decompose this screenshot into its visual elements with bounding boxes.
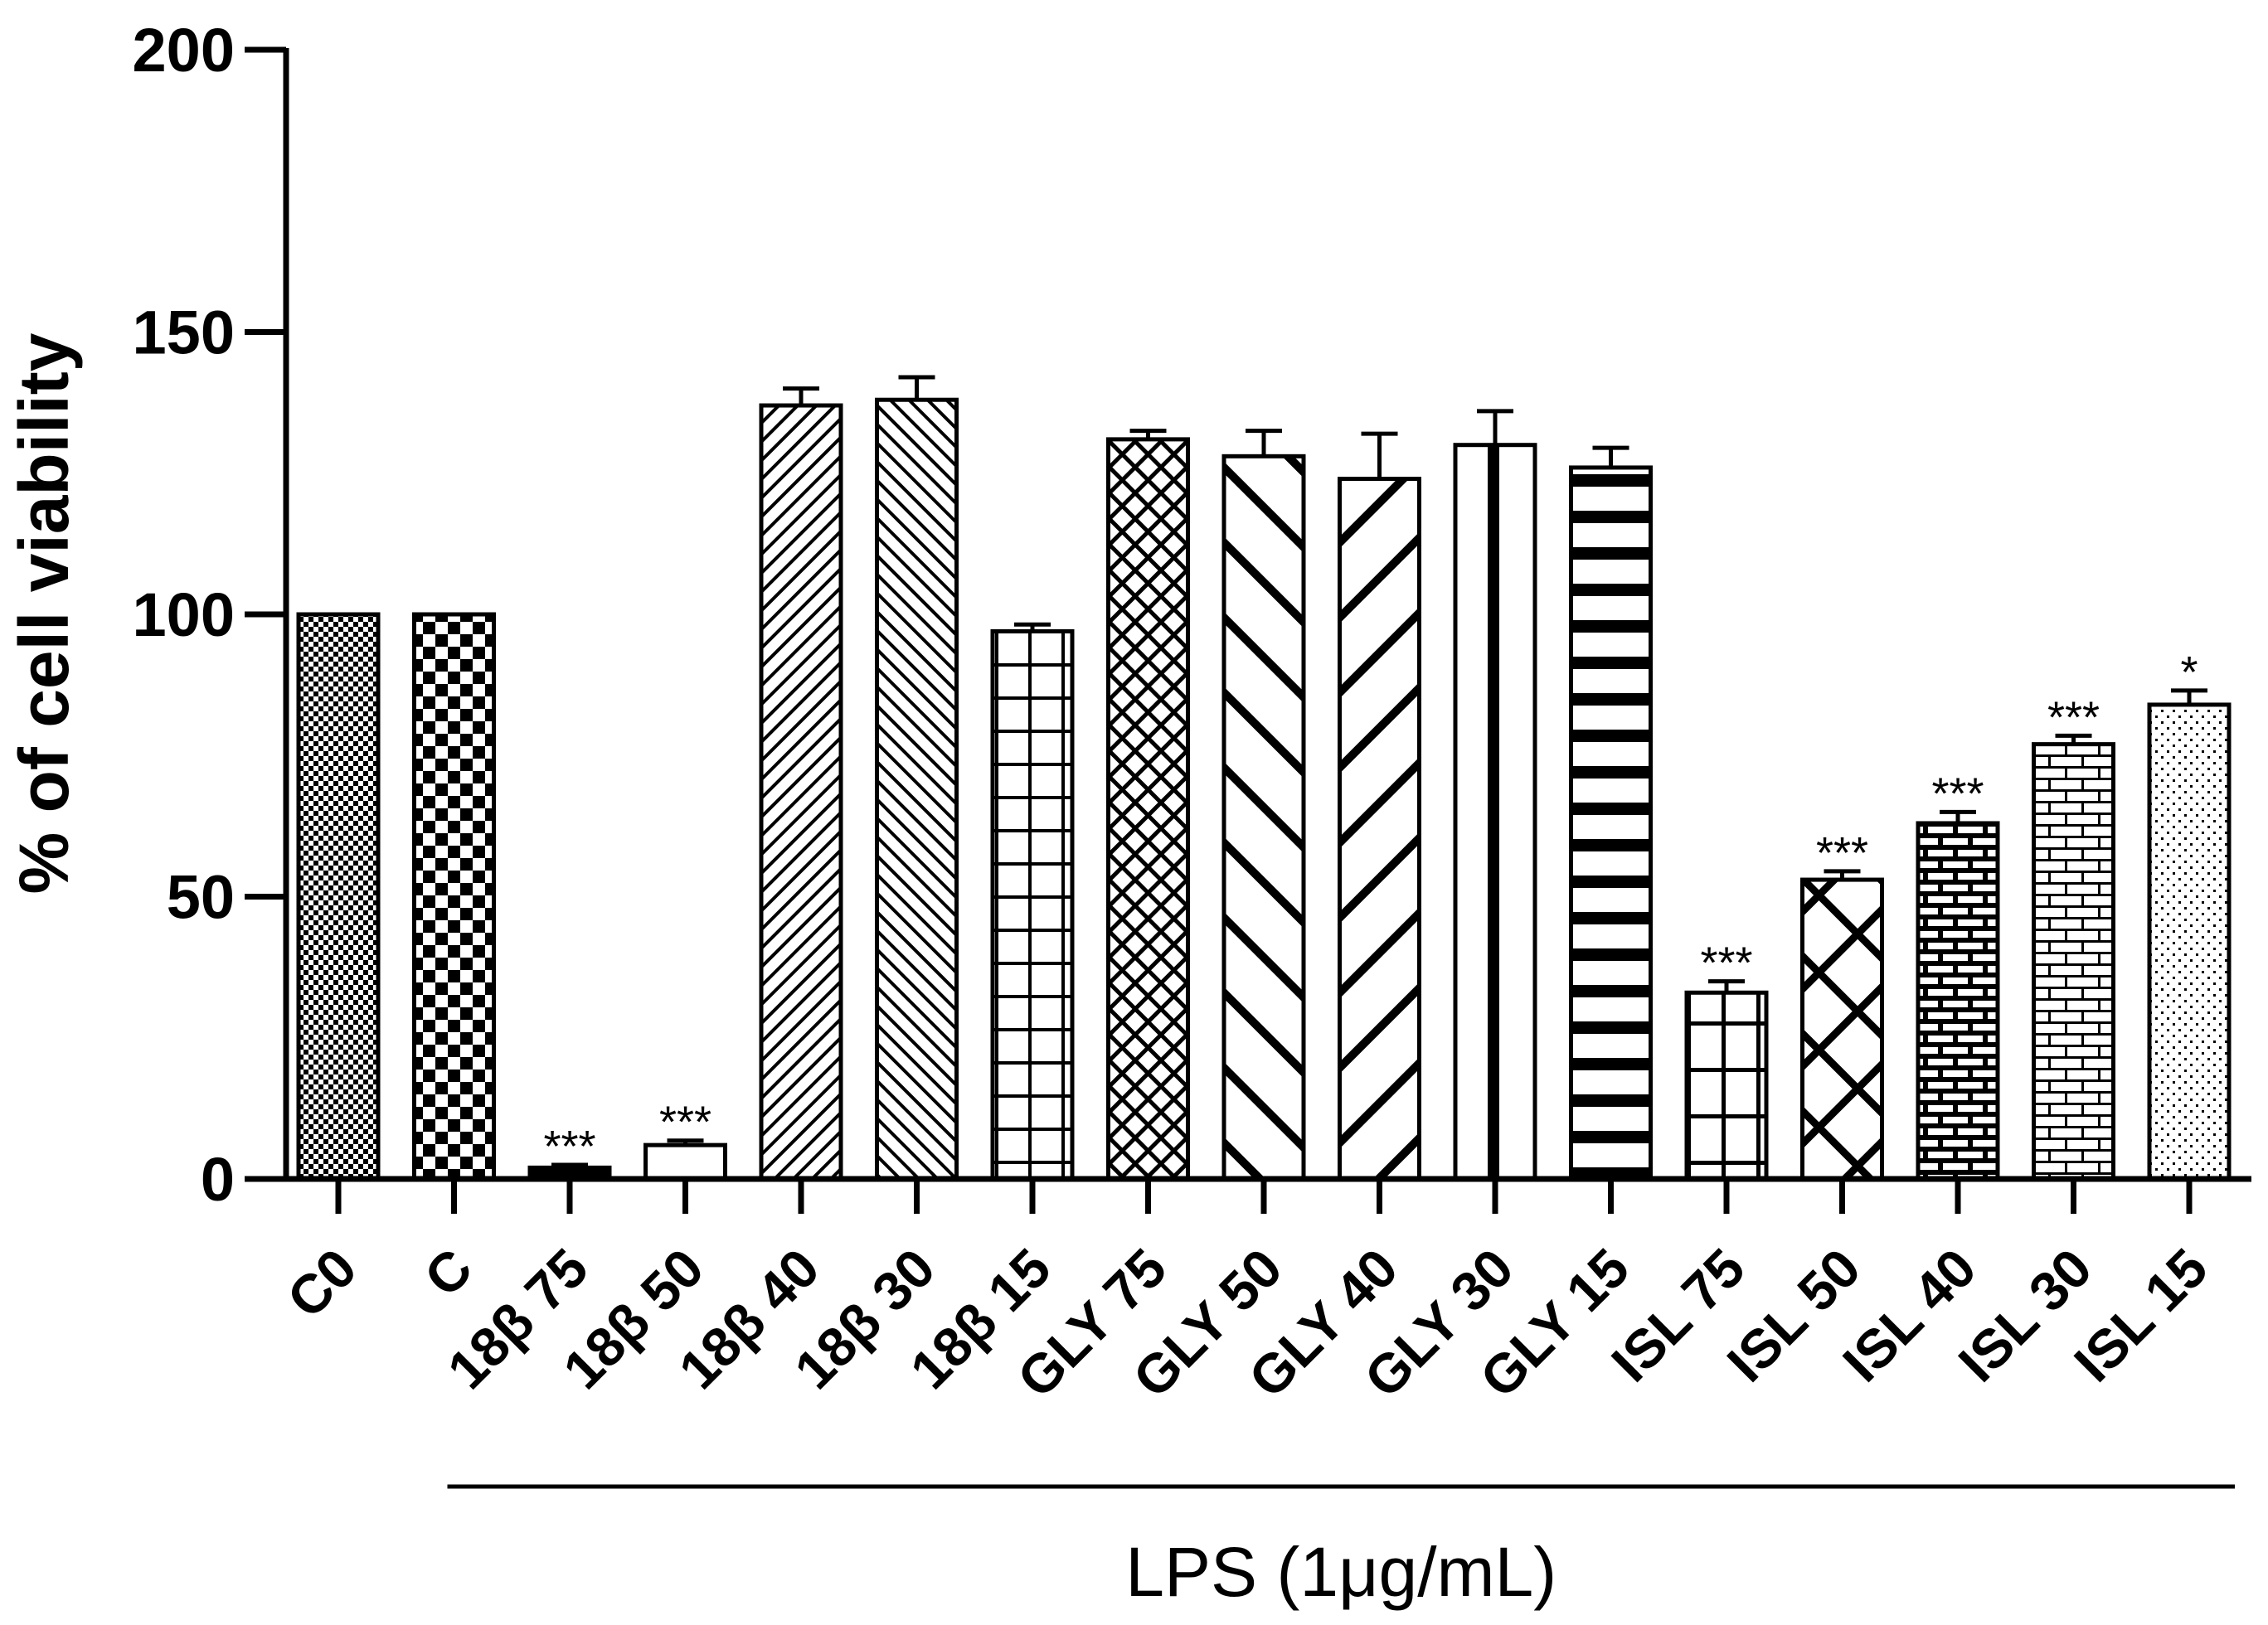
y-tick-label-4: 200 <box>133 16 235 85</box>
error-bars-layer <box>551 375 2207 1168</box>
bar-5 <box>875 397 959 1181</box>
bar-6 <box>990 628 1075 1181</box>
bar-1 <box>412 612 496 1181</box>
significance-label-15: *** <box>2047 692 2100 742</box>
y-tick-label-3: 150 <box>133 298 235 367</box>
x-tick-label-13: ISL 50 <box>1715 1237 1872 1394</box>
bar-15 <box>2032 742 2115 1181</box>
lps-group-label: LPS (1μg/mL) <box>1125 1533 1557 1611</box>
significance-label-14: *** <box>1931 769 1984 818</box>
significance-label-12: *** <box>1700 939 1752 988</box>
bar-10 <box>1453 443 1537 1181</box>
x-tick-label-14: ISL 40 <box>1831 1237 1988 1394</box>
x-tick-label-16: ISL 15 <box>2062 1237 2219 1394</box>
bar-11 <box>1569 465 1653 1181</box>
y-tick-label-2: 100 <box>133 580 235 649</box>
bar-12 <box>1684 990 1769 1181</box>
x-tick-label-1: C <box>412 1237 483 1308</box>
bar-9 <box>1338 477 1421 1181</box>
bar-0 <box>296 612 381 1181</box>
significance-label-2: *** <box>543 1122 595 1171</box>
x-tick-label-15: ISL 30 <box>1946 1237 2103 1394</box>
y-tick-label-1: 50 <box>167 863 235 932</box>
significance-layer: *** **************** <box>543 648 2198 1171</box>
bar-3 <box>643 1142 727 1181</box>
y-axis-ticks: 0 50 100 150 200 <box>133 16 286 1214</box>
y-axis-label: % of cell viability <box>5 332 83 894</box>
x-tick-label-0: C0 <box>275 1237 368 1330</box>
significance-label-3: *** <box>659 1098 711 1147</box>
y-tick-label-0: 0 <box>201 1145 235 1214</box>
bar-4 <box>759 403 843 1181</box>
bar-13 <box>1800 877 1884 1181</box>
bars-layer <box>296 397 2232 1181</box>
bar-7 <box>1106 437 1190 1181</box>
bar-14 <box>1916 821 2000 1181</box>
significance-label-13: *** <box>1816 828 1868 878</box>
bar-16 <box>2147 702 2232 1181</box>
x-tick-label-12: ISL 75 <box>1600 1237 1756 1394</box>
significance-label-16: * <box>2180 648 2198 697</box>
bar-8 <box>1221 454 1306 1181</box>
